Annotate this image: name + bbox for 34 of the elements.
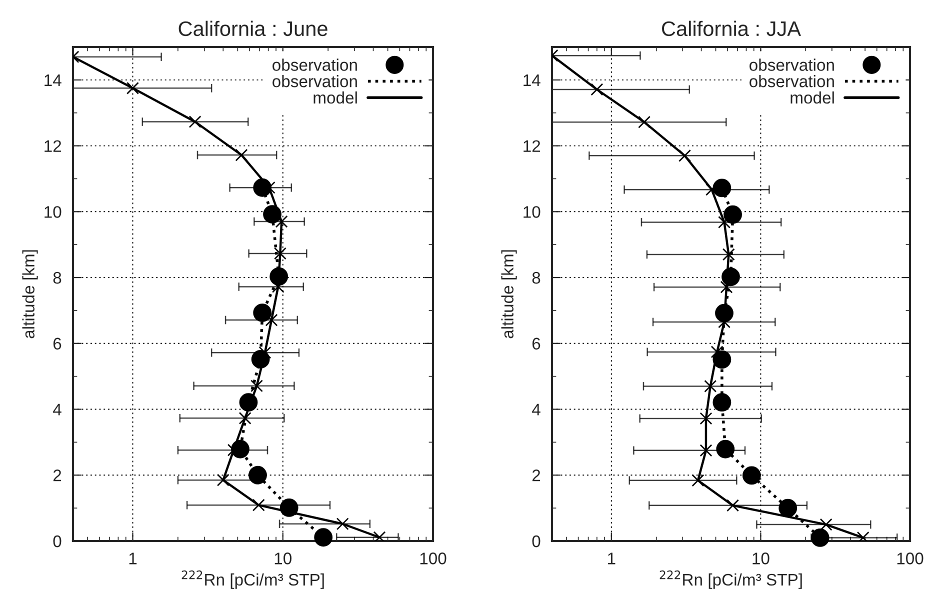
legend-label: model: [314, 91, 357, 104]
legend-label: observation: [750, 75, 834, 88]
x-tick-label: 10: [752, 552, 770, 564]
y-tick-label: 6: [53, 338, 62, 350]
y-tick-label: 4: [53, 404, 62, 416]
y-tick-label: 10: [524, 206, 540, 218]
x-tick-label: 1: [129, 552, 137, 564]
x-tick-label: 100: [420, 552, 446, 564]
y-tick-label: 0: [53, 535, 62, 548]
x-axis-title: $^{222}$Rn [pCi/m³ STP]: [182, 570, 324, 589]
x-tick-label: 1: [608, 552, 616, 564]
chart-title: California : June: [178, 20, 328, 36]
y-tick-label: 12: [524, 140, 540, 152]
legend-label: observation: [272, 58, 357, 71]
y-tick-label: 6: [532, 338, 540, 350]
y-tick-label: 2: [532, 470, 540, 482]
y-axis-title: altitude [km]: [22, 250, 38, 338]
y-tick-label: 14: [44, 74, 62, 86]
legend-label: model: [790, 91, 834, 104]
y-tick-label: 14: [524, 74, 540, 86]
y-tick-label: 10: [44, 206, 62, 218]
y-tick-label: 12: [44, 140, 62, 152]
chart-title: California : JJA: [662, 20, 802, 36]
y-tick-label: 8: [532, 272, 540, 284]
y-tick-label: 4: [532, 404, 540, 416]
legend-label: observation: [750, 58, 834, 71]
legend-label: observation: [272, 75, 357, 88]
y-tick-label: 0: [532, 535, 540, 548]
x-axis-title: $^{222}$Rn [pCi/m³ STP]: [660, 570, 802, 589]
x-tick-label: 10: [274, 552, 292, 564]
y-axis-title: altitude [km]: [501, 250, 517, 338]
y-tick-label: 8: [53, 272, 62, 284]
x-tick-label: 100: [897, 552, 924, 564]
y-tick-label: 2: [53, 470, 62, 482]
